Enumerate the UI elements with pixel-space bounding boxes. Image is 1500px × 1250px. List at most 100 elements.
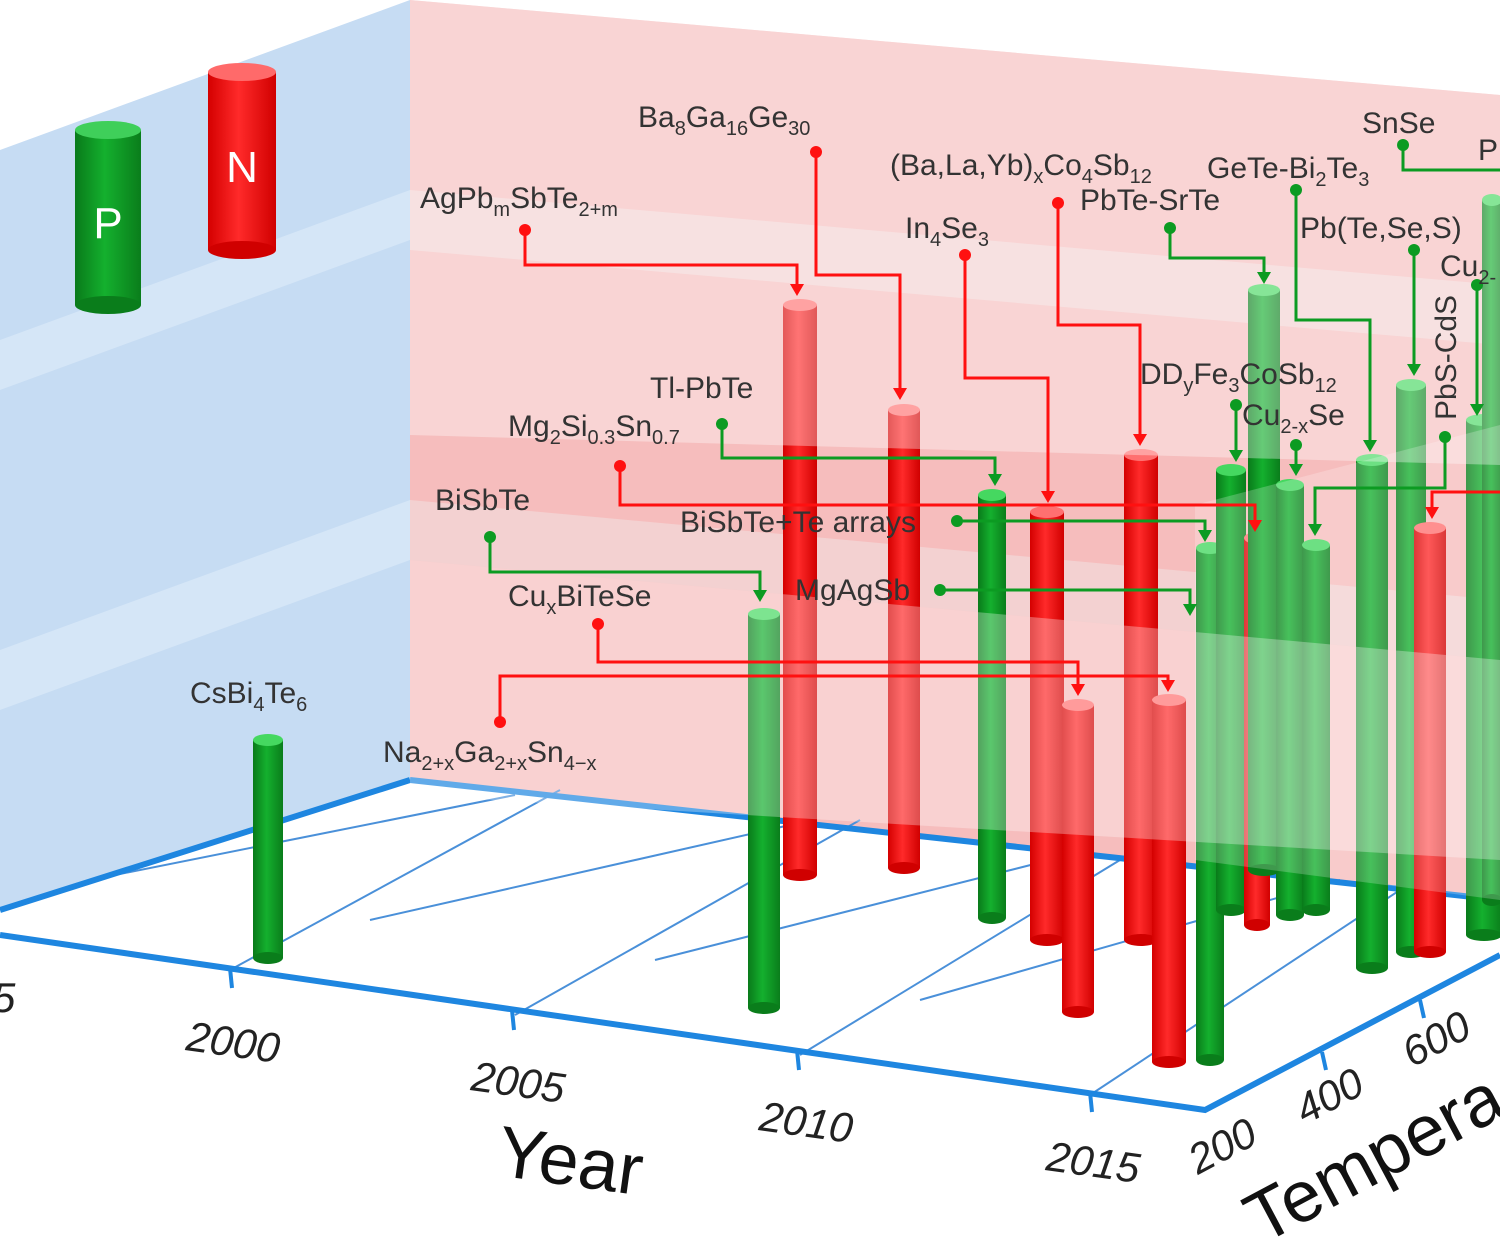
bar-base (748, 1002, 780, 1014)
bar-body (1152, 700, 1186, 1062)
x-tick-2005: 2005 (468, 1052, 569, 1112)
bar-base (978, 912, 1006, 924)
bar-base (1248, 864, 1280, 876)
bar-1: BiSbTe (748, 608, 780, 1014)
legend-p-label: P (93, 199, 122, 248)
bar-8: CuxBiTeSe (1152, 694, 1186, 1068)
bar-body (1482, 200, 1500, 900)
leader-arrow (1198, 530, 1212, 542)
bar-body (1356, 460, 1388, 968)
bar-body (1030, 512, 1064, 940)
bar-base (1302, 904, 1330, 916)
left-wall-band (0, 190, 410, 390)
bar-0: CsBi4Te6 (253, 734, 283, 964)
label-csbi4te6: CsBi4Te6 (190, 677, 307, 716)
bar-base (1356, 962, 1388, 974)
label-bisbtete: BiSbTe+Te arrays (680, 506, 916, 539)
leader-dot (810, 146, 822, 158)
bar-body (1276, 485, 1304, 915)
bar-base (1414, 946, 1446, 958)
bar-base (783, 869, 817, 881)
leader-12 (488, 537, 762, 598)
leader-dot (716, 418, 728, 430)
bar-base (1466, 929, 1500, 941)
leader-arrow (1133, 434, 1147, 446)
leader-dot (1290, 184, 1302, 196)
back-wall-band (410, 190, 1500, 345)
bar-body (748, 614, 780, 1008)
leader-dot (1471, 279, 1483, 291)
leader-arrow (1071, 684, 1085, 696)
label-mg2si: Mg2Si0.3Sn0.7 (508, 410, 680, 449)
label-ddy: DDyFe3CoSb12 (1140, 358, 1337, 397)
leader-arrow (893, 388, 907, 400)
bar-base (1276, 909, 1304, 921)
left-wall-band (0, 500, 410, 710)
bar-cap (1124, 449, 1158, 461)
bar-cap (1396, 379, 1426, 391)
label-gete: GeTe-Bi2Te3 (1207, 152, 1369, 191)
label-p-cut: P (1478, 134, 1498, 167)
leader-arrow (1248, 520, 1262, 532)
label-cu-cut: Cu2- (1440, 250, 1496, 289)
bar-body (1302, 545, 1330, 910)
leader-dot (1052, 197, 1064, 209)
bar-base (1124, 934, 1158, 946)
x-tick-2010: 2010 (756, 1092, 857, 1152)
bar-cap (1356, 454, 1388, 466)
label-na: Na2+xGa2+xSn4−x (383, 736, 597, 775)
leader-dot (934, 584, 946, 596)
bar-base (253, 952, 283, 964)
leader-5 (1294, 190, 1372, 448)
bar-cap (1482, 194, 1500, 206)
bar-body (1414, 528, 1446, 952)
leader-9 (720, 424, 997, 482)
bar-body (783, 305, 817, 875)
label-pbteses: Pb(Te,Se,S) (1300, 212, 1462, 245)
bar-body (253, 740, 283, 958)
leader-arrow (1229, 450, 1243, 462)
bar-base (1244, 919, 1270, 931)
leader-arrow (1308, 524, 1322, 536)
bar-17: PbS-CdS (1414, 522, 1446, 958)
leader-arrow (1363, 440, 1377, 452)
label-snse: SnSe (1362, 107, 1435, 140)
floor-front-edge (0, 932, 1500, 1114)
label-in4se3: In4Se3 (905, 212, 989, 251)
bar-cap (1248, 284, 1280, 296)
wall-overlay (1195, 425, 1500, 900)
bar-cap (1276, 479, 1304, 491)
bar-cap (888, 404, 920, 416)
bar-cap (1030, 506, 1064, 518)
bar-base (1152, 1056, 1186, 1068)
legend-p: P (75, 121, 141, 314)
leader-4 (1168, 228, 1266, 280)
bar-19: SnSe (1482, 194, 1500, 906)
legend-n: N (208, 63, 276, 259)
material-labels: CsBi4Te6 Na2+xGa2+xSn4−x CuxBiTeSe BiSbTe Mg… (190, 101, 1498, 775)
leader-dot (484, 531, 496, 543)
leader-arrow (753, 590, 767, 602)
bar-cap (748, 608, 780, 620)
bar-body (1062, 705, 1094, 1012)
x-tick-2000: 2000 (183, 1012, 284, 1072)
z-tick-200: 200 (1179, 1108, 1264, 1183)
bar-cap (1062, 699, 1094, 711)
leader-3 (1056, 203, 1142, 442)
leader-1 (814, 152, 902, 396)
leader-dot (1164, 222, 1176, 234)
bar-base (1062, 1006, 1094, 1018)
leader-lines (484, 139, 1500, 728)
bar-base (1030, 934, 1064, 946)
label-balayb: (Ba,La,Yb)xCo4Sb12 (890, 149, 1152, 188)
bar-base (1196, 1054, 1224, 1066)
leader-arrow (988, 474, 1002, 486)
bar-4: Tl-PbTe (978, 489, 1006, 924)
bar-13: Cu2-xSe (1276, 479, 1304, 921)
label-bisbte: BiSbTe (435, 484, 530, 517)
leader-6 (1401, 145, 1500, 172)
leader-arrow (1289, 464, 1303, 476)
x-tick-2015: 2015 (1043, 1132, 1144, 1192)
leader-dot (951, 515, 963, 527)
